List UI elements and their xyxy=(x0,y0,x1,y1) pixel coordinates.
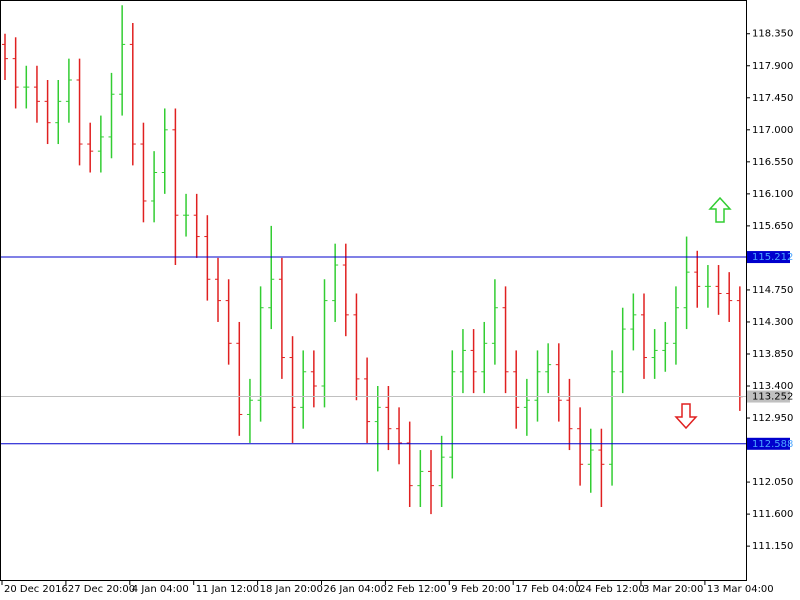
price-level-label: 113.252 xyxy=(752,392,793,403)
y-tick-label: 115.650 xyxy=(752,221,793,232)
y-tick-label: 114.300 xyxy=(752,317,793,328)
x-tick-label: 26 Jan 04:00 xyxy=(324,584,387,595)
y-tick-label: 117.450 xyxy=(752,93,793,104)
price-level-box xyxy=(747,437,790,450)
price-level-label: 115.212 xyxy=(752,252,793,263)
y-tick-label: 113.400 xyxy=(752,381,793,392)
y-tick-label: 111.600 xyxy=(752,509,793,520)
plot-frame xyxy=(0,0,747,581)
y-tick-label: 112.950 xyxy=(752,413,793,424)
x-tick-label: 2 Feb 12:00 xyxy=(387,584,446,595)
sell-arrow xyxy=(674,403,698,430)
y-tick-label: 116.550 xyxy=(752,157,793,168)
x-tick-label: 27 Dec 20:00 xyxy=(68,584,135,595)
x-tick-label: 13 Mar 04:00 xyxy=(707,584,774,595)
y-tick-label: 114.750 xyxy=(752,285,793,296)
price-level-box xyxy=(747,390,790,403)
x-tick-label: 20 Dec 2016 xyxy=(4,584,68,595)
x-tick-label: 3 Mar 20:00 xyxy=(643,584,703,595)
y-tick-label: 116.100 xyxy=(752,189,793,200)
price-level-label: 112.588 xyxy=(752,439,793,450)
x-tick-label: 11 Jan 12:00 xyxy=(196,584,259,595)
price-level-box xyxy=(747,251,790,264)
y-tick-label: 117.900 xyxy=(752,61,793,72)
x-tick-label: 17 Feb 04:00 xyxy=(515,584,581,595)
y-tick-label: 113.850 xyxy=(752,349,793,360)
y-tick-label: 117.000 xyxy=(752,125,793,136)
x-tick-label: 9 Feb 20:00 xyxy=(451,584,510,595)
y-tick-label: 111.150 xyxy=(752,541,793,552)
x-tick-label: 18 Jan 20:00 xyxy=(260,584,323,595)
y-tick-label: 118.350 xyxy=(752,29,793,40)
y-tick-label: 112.050 xyxy=(752,477,793,488)
x-tick-label: 4 Jan 04:00 xyxy=(132,584,189,595)
x-tick-label: 24 Feb 12:00 xyxy=(579,584,645,595)
buy-arrow xyxy=(708,196,732,223)
